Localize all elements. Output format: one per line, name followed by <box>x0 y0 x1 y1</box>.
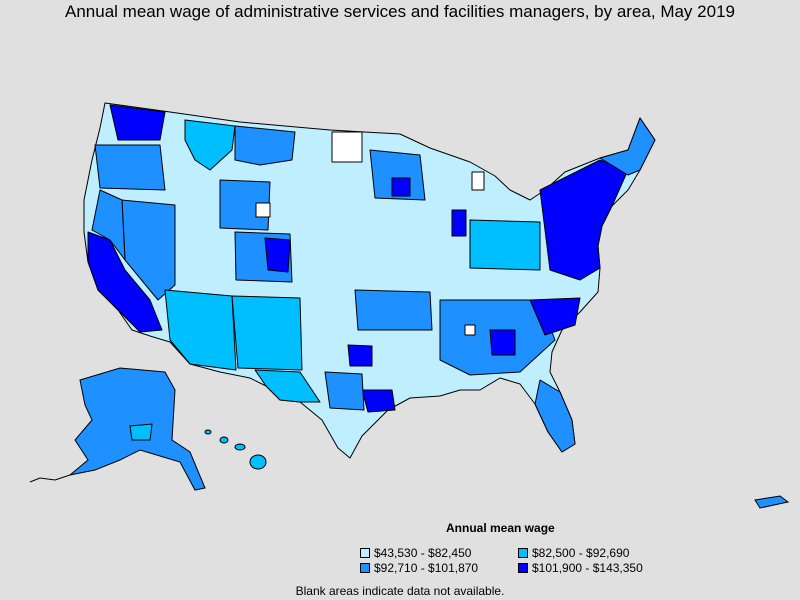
region-arizona <box>164 289 237 371</box>
blank-mississippi <box>464 324 476 336</box>
region-colorado-metro <box>264 237 291 273</box>
legend-label-1: $43,530 - $82,450 <box>374 546 472 560</box>
region-west-texas <box>254 369 321 403</box>
legend-swatch-2 <box>518 548 528 558</box>
region-alaska-anchorage <box>129 423 153 441</box>
us-wage-map <box>29 102 790 509</box>
region-plains-south <box>354 289 433 331</box>
legend-item-3: $92,710 - $101,870 <box>360 561 478 575</box>
legend-item-4: $101,900 - $143,350 <box>518 561 643 575</box>
region-new-england <box>599 117 656 176</box>
legend-label-3: $92,710 - $101,870 <box>374 561 479 575</box>
blank-upper-michigan <box>471 171 485 191</box>
alaska-aleutians <box>29 474 71 483</box>
region-chicago <box>451 209 467 237</box>
legend-item-2: $82,500 - $92,690 <box>518 546 629 560</box>
region-ohio-valley <box>469 219 541 271</box>
region-carolinas <box>529 297 581 336</box>
region-montana <box>234 125 296 166</box>
region-washington <box>109 104 166 141</box>
region-oregon <box>94 144 166 191</box>
legend-label-4: $101,900 - $143,350 <box>532 561 643 575</box>
region-california-coast <box>87 231 163 333</box>
legend-title: Annual mean wage <box>446 521 555 535</box>
legend-item-1: $43,530 - $82,450 <box>360 546 471 560</box>
region-california-inland <box>91 189 126 261</box>
region-new-mexico <box>231 295 303 371</box>
blank-wyoming <box>255 202 271 218</box>
legend-label-2: $82,500 - $92,690 <box>532 546 630 560</box>
region-puerto-rico <box>754 495 790 509</box>
legend-swatch-3 <box>360 563 370 573</box>
legend-swatch-4 <box>518 563 528 573</box>
region-texas-central <box>324 371 365 411</box>
footnote: Blank areas indicate data not available. <box>295 584 505 598</box>
region-atlanta <box>489 329 516 356</box>
region-texas-dallas <box>347 344 373 367</box>
region-florida <box>534 379 576 453</box>
region-upper-midwest <box>369 149 426 201</box>
legend-swatch-1 <box>360 548 370 558</box>
region-northeast <box>539 159 629 281</box>
region-texas-houston <box>361 389 396 413</box>
map-title: Annual mean wage of administrative servi… <box>65 2 735 21</box>
blank-north-dakota <box>331 131 363 163</box>
region-minneapolis <box>391 177 411 197</box>
region-hawaii <box>204 429 267 470</box>
